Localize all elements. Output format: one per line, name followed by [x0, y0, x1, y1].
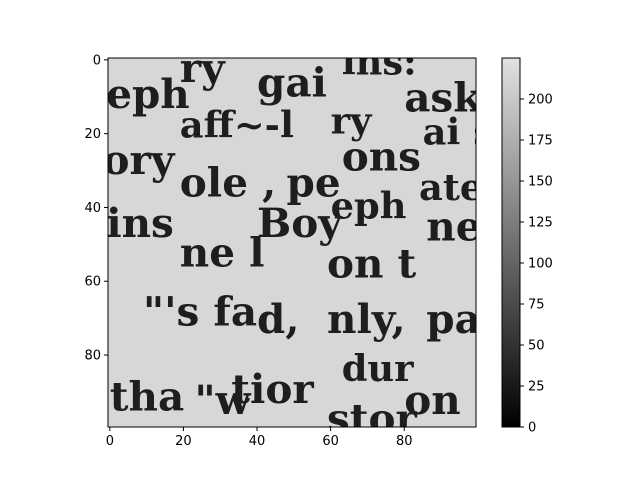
y-tick-label: 0 [93, 53, 101, 68]
heatmap-word: ne l [180, 229, 265, 277]
heatmap-word: ask [404, 74, 482, 122]
colorbar-tick-label: 200 [528, 93, 553, 108]
heatmap-word: ins [106, 199, 174, 247]
x-tick-label: 40 [249, 434, 266, 449]
heatmap-word: on t [327, 240, 417, 288]
heatmap-image: ry gai ins: eph ask aff~-l ry ai s ory ons ole , pe… [103, 40, 504, 443]
heatmap-word: aff~-l [180, 102, 294, 146]
heatmap-word: ates [419, 165, 504, 209]
colorbar [501, 57, 521, 428]
heatmap-word: ory [103, 136, 176, 184]
heatmap-word: pe [287, 158, 341, 206]
heatmap-word: eph [331, 184, 407, 228]
heatmap-word: ry [180, 44, 226, 92]
heatmap-word: ry [331, 99, 373, 143]
heatmap-word: ole , [180, 158, 276, 206]
x-tick-label: 60 [322, 434, 339, 449]
x-tick-label: 0 [106, 434, 114, 449]
heatmap-word: "w [195, 376, 252, 424]
colorbar-ticks: 0 25 50 75 100 125 150 175 200 [520, 93, 553, 436]
heatmap-word: tior [231, 365, 314, 413]
colorbar-tick-label: 0 [528, 421, 536, 436]
heatmap-word: d, [257, 295, 299, 343]
y-tick-label: 60 [84, 275, 101, 290]
axes-frame [107, 57, 477, 428]
y-axis-ticks: 0 20 40 60 80 [84, 53, 108, 364]
colorbar-tick-label: 100 [528, 257, 553, 272]
heatmap-word: eph [106, 70, 190, 118]
colorbar-tick-label: 50 [528, 339, 545, 354]
y-tick-label: 20 [84, 127, 101, 142]
colorbar-tick-label: 125 [528, 216, 553, 231]
heatmap-word: ner [426, 203, 503, 251]
heatmap-text-fragments: ry gai ins: eph ask aff~-l ry ai s ory ons ole , pe… [103, 40, 504, 443]
colorbar-tick-label: 150 [528, 175, 553, 190]
heatmap-word: nly, [327, 295, 406, 343]
heatmap-word: Boy [257, 199, 343, 247]
heatmap-word: ons [342, 133, 421, 181]
y-tick-label: 80 [84, 349, 101, 364]
heatmap-word: gai [257, 59, 327, 107]
x-axis-ticks: 0 20 40 60 80 [106, 427, 413, 449]
heatmap-background [108, 58, 476, 427]
colorbar-tick-label: 75 [528, 298, 545, 313]
colorbar-tick-label: 25 [528, 380, 545, 395]
heatmap-word: dur [342, 346, 414, 390]
heatmap-word: on [404, 376, 460, 424]
heatmap-word: "'s fa [143, 288, 257, 336]
heatmap-word: stor [327, 395, 418, 443]
heatmap-word: ai s [423, 110, 494, 154]
heatmap-word: ins: [342, 40, 417, 84]
x-tick-label: 20 [175, 434, 192, 449]
heatmap-word: tha [110, 372, 184, 420]
y-tick-label: 40 [84, 201, 101, 216]
colorbar-tick-label: 175 [528, 134, 553, 149]
heatmap-word: pa [426, 295, 481, 343]
x-tick-label: 80 [396, 434, 413, 449]
